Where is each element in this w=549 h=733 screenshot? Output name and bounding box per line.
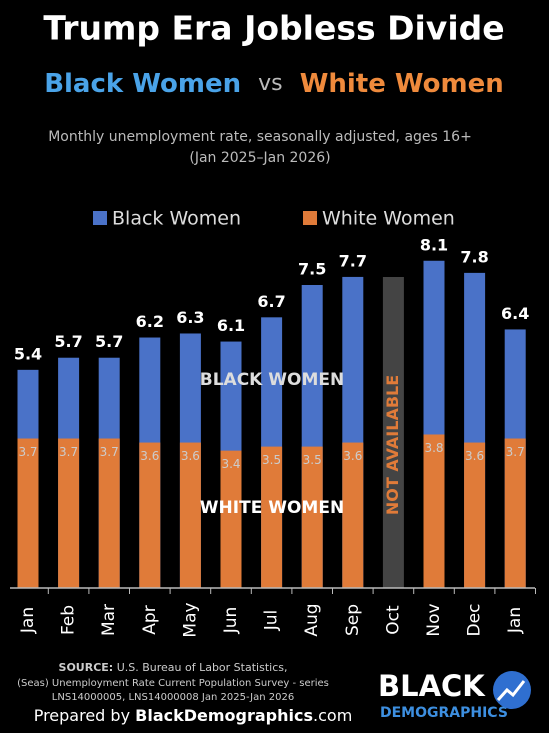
credit-brand: BlackDemographics bbox=[135, 706, 313, 725]
value-label: 3.6 bbox=[465, 449, 484, 463]
value-label: 3.7 bbox=[100, 445, 119, 459]
value-label: 5.7 bbox=[54, 332, 82, 351]
bar bbox=[301, 446, 323, 588]
value-label: 5.7 bbox=[95, 332, 123, 351]
bar bbox=[58, 438, 80, 588]
logo-bottom: DEMOGRAPHICS bbox=[380, 705, 508, 721]
x-tick-label: Apr bbox=[140, 605, 160, 634]
value-label: 7.5 bbox=[298, 260, 326, 279]
value-label: 3.8 bbox=[424, 441, 443, 455]
value-label: 3.6 bbox=[181, 449, 200, 463]
subtitle: Black Women vs White Women bbox=[44, 69, 504, 99]
value-label: 5.4 bbox=[14, 344, 42, 363]
credit: Prepared by BlackDemographics.com bbox=[34, 706, 353, 725]
plot: 5.4 3.7 Jan 5.7 3.7 Feb 5.7 3.7 Mar 6.2 3.6 Apr 6.3 3… bbox=[10, 235, 536, 638]
source-text: (Seas) Unemployment Rate Current Populat… bbox=[17, 678, 329, 689]
credit-prefix: Prepared by bbox=[34, 706, 130, 725]
legend-swatch bbox=[93, 211, 107, 225]
value-label: 6.3 bbox=[176, 308, 204, 327]
credit-suffix: .com bbox=[313, 706, 352, 725]
chart-title: Trump Era Jobless Divide bbox=[43, 9, 504, 48]
x-tick-label: Sep bbox=[343, 604, 363, 636]
value-label: 7.8 bbox=[460, 247, 488, 266]
value-label: 3.4 bbox=[221, 457, 240, 471]
value-label: 3.5 bbox=[303, 453, 322, 467]
subtitle-middle: vs bbox=[258, 71, 282, 96]
legend-label: Black Women bbox=[112, 208, 241, 230]
description: (Jan 2025–Jan 2026) bbox=[189, 150, 330, 166]
bar bbox=[98, 438, 120, 588]
bar bbox=[504, 438, 526, 588]
value-label: 3.5 bbox=[262, 453, 281, 467]
x-tick-label: Aug bbox=[302, 603, 322, 636]
bar bbox=[139, 442, 161, 588]
legend-swatch bbox=[303, 211, 317, 225]
logo-arrow bbox=[496, 680, 526, 702]
annotation: BLACK WOMEN bbox=[200, 370, 344, 390]
description: Monthly unemployment rate, seasonally ad… bbox=[48, 129, 472, 145]
subtitle-left: Black Women bbox=[44, 69, 241, 99]
bar bbox=[464, 442, 486, 588]
bar bbox=[179, 442, 201, 588]
legend-label: White Women bbox=[322, 208, 455, 230]
source-label: SOURCE: bbox=[59, 661, 114, 674]
x-tick-label: Mar bbox=[99, 604, 119, 636]
value-label: 6.1 bbox=[217, 316, 245, 335]
x-tick-label: Nov bbox=[424, 603, 444, 636]
x-tick-label: Jul bbox=[262, 610, 282, 632]
value-label: 7.7 bbox=[339, 251, 367, 270]
source: SOURCE: U.S. Bureau of Labor Statistics, bbox=[59, 661, 288, 674]
value-label: 3.7 bbox=[506, 445, 525, 459]
value-label: 3.7 bbox=[59, 445, 78, 459]
x-tick-label: Feb bbox=[59, 605, 79, 635]
bar bbox=[342, 442, 364, 588]
missing-bar bbox=[382, 277, 404, 588]
value-label: 6.2 bbox=[136, 312, 164, 331]
logo-icon bbox=[493, 671, 531, 709]
value-label: 3.6 bbox=[343, 449, 362, 463]
x-tick-label: Oct bbox=[383, 605, 403, 635]
bar bbox=[17, 438, 39, 588]
bar bbox=[220, 450, 242, 588]
value-label: 6.4 bbox=[501, 304, 529, 323]
bar bbox=[261, 446, 283, 588]
source-text: U.S. Bureau of Labor Statistics, bbox=[117, 661, 288, 674]
x-tick-label: Jan bbox=[505, 607, 525, 634]
value-label: 6.7 bbox=[257, 292, 285, 311]
value-label: 8.1 bbox=[420, 235, 448, 254]
annotation: WHITE WOMEN bbox=[200, 498, 344, 518]
value-label: 3.6 bbox=[140, 449, 159, 463]
annotation: NOT AVAILABLE bbox=[383, 375, 402, 515]
x-tick-label: May bbox=[180, 602, 200, 637]
x-tick-label: Dec bbox=[465, 604, 485, 637]
subtitle-right: White Women bbox=[300, 69, 504, 99]
logo-top: BLACK bbox=[378, 669, 486, 703]
x-tick-label: Jun bbox=[221, 607, 241, 635]
x-tick-label: Jan bbox=[18, 607, 38, 634]
value-label: 3.7 bbox=[18, 445, 37, 459]
source-text: LNS14000005, LNS14000008 Jan 2025-Jan 20… bbox=[52, 692, 294, 703]
bar bbox=[423, 434, 445, 588]
